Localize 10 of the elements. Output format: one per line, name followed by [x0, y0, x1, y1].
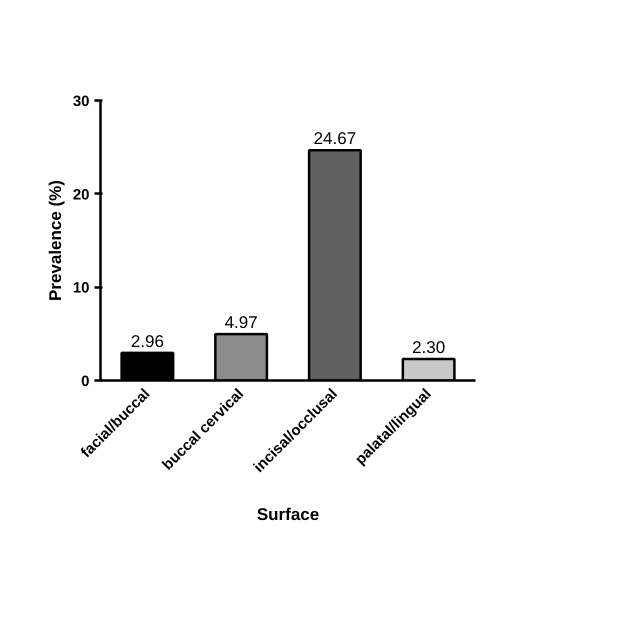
y-tick-label: 10 [72, 280, 90, 297]
y-tick-label: 20 [72, 186, 90, 204]
data-label: 2.96 [130, 332, 164, 351]
y-tick-label: 30 [72, 93, 90, 110]
y-axis-title: Prevalence (%) [46, 180, 65, 301]
data-label: 2.30 [412, 338, 446, 358]
x-axis-title: Surface [256, 504, 320, 524]
data-label: 4.97 [224, 313, 258, 332]
y-tick-label: 0 [81, 373, 90, 390]
data-label: 24.67 [314, 129, 356, 148]
